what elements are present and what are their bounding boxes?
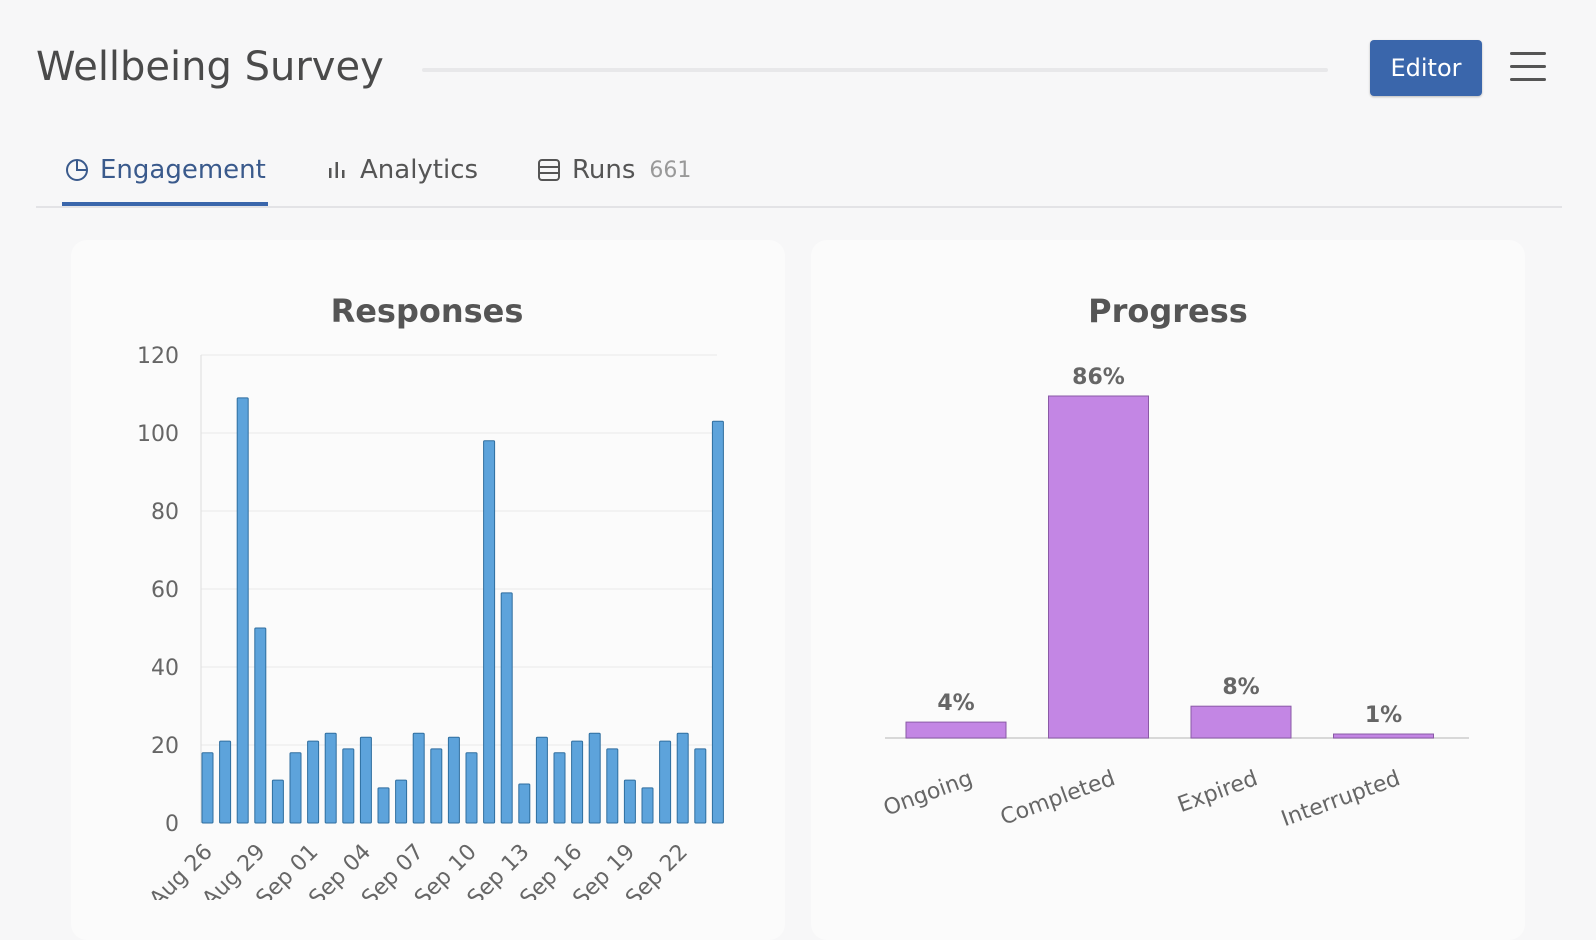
y-tick-label: 0: [165, 812, 179, 837]
progress-data-label: 4%: [937, 691, 974, 716]
responses-bar: [553, 752, 566, 824]
responses-bar: [359, 736, 372, 824]
pie-chart-icon: [66, 159, 88, 181]
progress-data-label: 8%: [1222, 675, 1259, 700]
responses-bar: [500, 592, 513, 824]
responses-bar: [676, 732, 689, 824]
page-header: Wellbeing Survey Editor: [36, 40, 1560, 100]
responses-bar: [342, 748, 355, 824]
y-tick-label: 60: [151, 578, 179, 603]
progress-bar: [1333, 733, 1434, 739]
progress-bar: [905, 721, 1007, 739]
responses-bar: [307, 740, 320, 824]
y-tick-label: 120: [137, 344, 179, 369]
responses-bar: [377, 787, 390, 824]
progress-bar: [1190, 705, 1292, 739]
responses-bar: [465, 752, 478, 824]
progress-card: Progress 4% Ongoing 86% Completed 8% Expired 1…: [811, 240, 1525, 940]
responses-bar: [201, 752, 214, 824]
responses-bar: [271, 779, 284, 824]
tab-bar: Engagement Analytics Runs 661: [36, 136, 1562, 208]
responses-bar: [412, 732, 425, 824]
progress-chart: Progress 4% Ongoing 86% Completed 8% Expired 1…: [880, 292, 1469, 832]
responses-bar: [535, 736, 548, 824]
progress-data-label: 1%: [1365, 703, 1402, 728]
responses-bar: [606, 748, 619, 824]
page-title: Wellbeing Survey: [36, 44, 384, 90]
responses-bar: [430, 748, 443, 824]
y-tick-label: 80: [151, 500, 179, 525]
progress-category-label: Completed: [997, 766, 1118, 831]
responses-bar: [447, 736, 460, 824]
runs-count-badge: 661: [649, 157, 692, 183]
responses-bar: [289, 752, 302, 824]
y-tick-label: 40: [151, 656, 179, 681]
responses-bar: [623, 779, 636, 824]
responses-bar: [711, 420, 724, 824]
responses-bar: [571, 740, 584, 824]
title-divider: [422, 68, 1328, 72]
progress-category-label: Expired: [1174, 766, 1261, 818]
responses-bar: [659, 740, 672, 824]
y-tick-label: 100: [137, 422, 179, 447]
tab-label: Runs: [572, 155, 636, 185]
y-tick-label: 20: [151, 734, 179, 759]
tab-analytics[interactable]: Analytics: [324, 136, 478, 204]
responses-bar: [395, 779, 408, 824]
responses-bar: [254, 627, 267, 824]
tab-label: Analytics: [360, 155, 479, 185]
progress-chart-title: Progress: [1088, 292, 1248, 330]
hamburger-menu-icon[interactable]: [1510, 52, 1546, 82]
progress-category-label: Interrupted: [1278, 766, 1403, 832]
responses-bar: [641, 787, 654, 824]
database-icon: [538, 159, 560, 181]
tab-runs[interactable]: Runs 661: [536, 136, 691, 204]
tab-label: Engagement: [100, 155, 266, 185]
bar-chart-icon: [329, 162, 345, 178]
responses-bar: [219, 740, 232, 824]
responses-bar: [483, 440, 496, 824]
responses-chart-title: Responses: [331, 292, 524, 330]
x-tick-label: Sep 22: [621, 840, 693, 900]
progress-bar: [1048, 395, 1149, 739]
responses-card: Responses 0 20 40 60 80 100 120 Aug 26 Aug 29 Sep…: [71, 240, 785, 940]
responses-bar: [588, 732, 601, 824]
responses-bar: [236, 397, 249, 824]
editor-button[interactable]: Editor: [1370, 40, 1482, 96]
responses-bar: [518, 783, 531, 824]
responses-bar: [694, 748, 707, 824]
progress-data-label: 86%: [1072, 365, 1125, 390]
progress-category-label: Ongoing: [880, 766, 976, 821]
responses-bar: [324, 732, 337, 824]
tab-engagement[interactable]: Engagement: [62, 136, 268, 206]
